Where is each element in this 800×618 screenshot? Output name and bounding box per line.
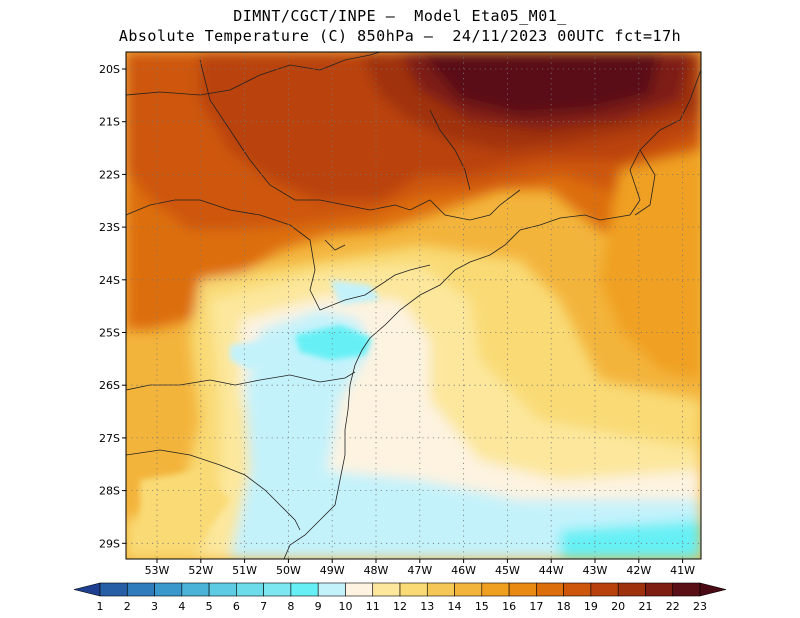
longitude-labels: 53W 52W 51W 50W 49W 48W 47W 46W 45W 44W 43W 42W 41W [145, 559, 695, 577]
lon-label: 52W [188, 564, 213, 577]
colorbar-segment [672, 582, 701, 597]
colorbar-label: 21 [638, 600, 652, 613]
colorbar-label: 9 [315, 600, 322, 613]
latitude-labels: 20S 21S 22S 23S 24S 25S 26S 27S 28S 29S [99, 63, 126, 550]
lat-label: 20S [99, 63, 120, 76]
lat-label: 28S [99, 485, 120, 498]
colorbar-label: 7 [260, 600, 267, 613]
lat-label: 25S [99, 327, 120, 340]
colorbar-label: 22 [666, 600, 680, 613]
colorbar-segment [536, 582, 564, 597]
lon-label: 46W [451, 564, 476, 577]
colorbar-segment [317, 582, 346, 597]
lat-label: 27S [99, 432, 120, 445]
colorbar-label: 15 [475, 600, 489, 613]
colorbar-label: 4 [178, 600, 185, 613]
colorbar-label: 8 [287, 600, 294, 613]
colorbar-label: 19 [584, 600, 598, 613]
colorbar-label: 16 [502, 600, 516, 613]
state-border-rs-sc [126, 449, 301, 531]
colorbar-segment [481, 582, 510, 597]
temperature-field [126, 52, 701, 559]
colorbar-segment [645, 582, 674, 597]
colorbar-segment [563, 582, 592, 597]
lon-label: 53W [145, 564, 170, 577]
state-border-sp-mg [199, 59, 521, 221]
colorbar-segment [590, 582, 619, 597]
colorbar-label: 13 [420, 600, 434, 613]
lon-label: 49W [320, 564, 345, 577]
colorbar-segment [181, 582, 210, 597]
colorbar-segment [372, 582, 401, 597]
coastline [283, 69, 701, 559]
colorbar-label: 12 [393, 600, 407, 613]
state-border-pr-sp [126, 199, 431, 311]
lon-label: 45W [495, 564, 520, 577]
colorbar-label: 1 [97, 600, 104, 613]
chart-title-line2: Absolute Temperature (C) 850hPa – 24/11/… [118, 27, 682, 45]
lon-label: 44W [539, 564, 564, 577]
lat-label: 22S [99, 168, 120, 181]
state-border-rj [634, 149, 656, 216]
lat-label: 26S [99, 379, 120, 392]
colorbar-segment [126, 582, 155, 597]
state-border-ms-go [126, 52, 381, 96]
colorbar-segment [263, 582, 292, 597]
colorbar-arrow-low [73, 582, 101, 597]
colorbar-segment [508, 582, 537, 597]
colorbar-label: 2 [124, 600, 131, 613]
colorbar-label: 11 [366, 600, 380, 613]
colorbar-segment [99, 582, 128, 597]
state-border-mg-inner [429, 109, 471, 191]
colorbar: 1 2 3 4 5 6 7 8 9 10 11 12 13 14 15 16 17 18 19 20 21 22 23 [73, 582, 727, 613]
lon-label: 48W [364, 564, 389, 577]
colorbar-label: 14 [448, 600, 462, 613]
colorbar-segment [154, 582, 183, 597]
colorbar-segment [454, 582, 483, 597]
colorbar-label: 3 [151, 600, 158, 613]
map-frame [125, 51, 702, 560]
lat-label: 29S [99, 537, 120, 550]
colorbar-arrow-high [699, 582, 727, 597]
river-coast-detail [324, 239, 346, 251]
lon-label: 41W [670, 564, 695, 577]
gridlines [126, 52, 701, 559]
colorbar-segment [617, 582, 646, 597]
colorbar-segment [345, 582, 374, 597]
colorbar-label: 10 [338, 600, 352, 613]
colorbar-label: 20 [611, 600, 625, 613]
colorbar-label: 23 [693, 600, 707, 613]
lat-label: 21S [99, 116, 120, 129]
colorbar-label: 5 [206, 600, 213, 613]
lon-label: 42W [626, 564, 651, 577]
lat-label: 23S [99, 221, 120, 234]
colorbar-segment [399, 582, 428, 597]
lon-label: 50W [276, 564, 301, 577]
chart-title-line1: DIMNT/CGCT/INPE – Model Eta05_M01_ [233, 7, 567, 25]
lon-label: 43W [583, 564, 608, 577]
colorbar-segment [236, 582, 264, 597]
colorbar-label: 6 [233, 600, 240, 613]
colorbar-label: 18 [557, 600, 571, 613]
colorbar-label: 17 [529, 600, 543, 613]
colorbar-segment [208, 582, 237, 597]
colorbar-segment [426, 582, 455, 597]
lon-label: 51W [232, 564, 257, 577]
borders [126, 52, 701, 559]
colorbar-segment [290, 582, 319, 597]
lon-label: 47W [407, 564, 432, 577]
lat-label: 24S [99, 274, 120, 287]
